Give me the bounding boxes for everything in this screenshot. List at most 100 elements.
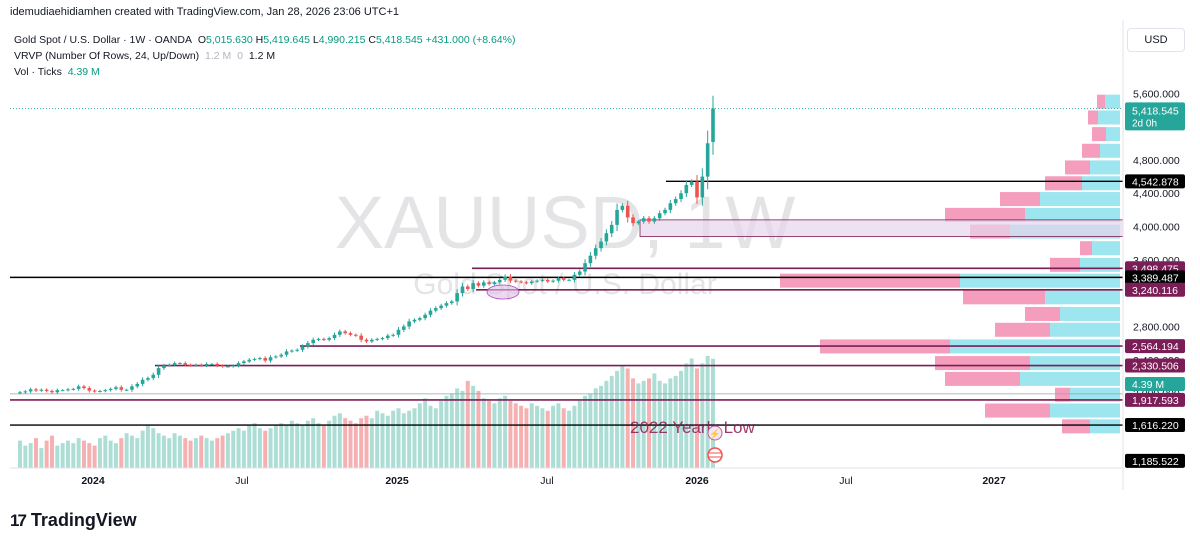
volume-bar [247,425,252,468]
candle-body [322,338,326,340]
level-tag: 3,240.116 [1132,285,1178,297]
volume-bar [535,405,540,468]
volume-bar [268,428,273,468]
volume-bar [71,443,76,468]
candle-body [556,278,561,281]
candle-body [412,319,417,322]
time-axis[interactable]: 2024 Jul 2025 Jul 2026 Jul 2027 [10,467,1123,487]
candle-body [354,334,358,336]
volume-bar [55,445,60,468]
legend-volume[interactable]: Vol · Ticks [14,66,62,78]
volume-profile-down [1055,387,1070,402]
volume-bar [631,378,636,468]
candle-body [380,338,385,340]
legend-high-label: H [255,34,264,46]
volume-profile-up [1045,290,1120,305]
candle-body [348,333,353,335]
volume-bar [417,403,422,468]
candle-body [599,241,603,249]
candle-body [615,209,619,225]
volume-profile-down [1092,127,1106,142]
volume-bar [679,370,684,468]
candle-body [60,390,65,392]
volume-bar [49,435,54,468]
time-tick: Jul [235,475,248,487]
volume-bar [428,405,433,468]
volume-bar [444,395,449,468]
volume-profile-down [1080,241,1092,256]
volume-bar [705,356,710,468]
volume-bar [343,418,348,468]
candle-body [545,279,550,282]
candle-body [434,308,438,311]
chart-caption: idemudiaehidiamhen created with TradingV… [10,6,400,18]
legend-close: 5,418.545 [375,34,423,46]
volume-bar [593,388,598,468]
volume-bar [145,425,150,468]
volume-bar [124,433,129,468]
volume-bar [673,375,678,468]
volume-bar [60,443,65,468]
volume-bar [199,435,204,468]
candle-body [295,349,299,351]
volume-bar [545,410,550,468]
candle-body [625,205,630,218]
candle-body [279,354,284,357]
candle-body [396,329,401,335]
candle-body [604,233,609,242]
candle-body [215,363,220,366]
volume-bar [81,440,86,468]
candle-body [535,280,539,282]
legend-vrvp-row[interactable]: VRVP (Number Of Rows, 24, Up/Down) 1.2 M… [14,48,515,64]
zone [639,219,1124,237]
volume-profile-down [1025,306,1060,321]
volume-bar [129,435,134,468]
legend-vrvp[interactable]: VRVP (Number Of Rows, 24, Up/Down) [14,50,200,62]
candle-body [268,357,273,361]
volume-profile-down [1082,143,1100,158]
candle-body [668,203,673,210]
volume-bar [353,423,358,468]
volume-profile-down [935,356,1030,371]
level-tag-bg [1125,453,1185,468]
legend-symbol[interactable]: Gold Spot / U.S. Dollar · 1W · OANDA [14,34,192,46]
currency-button[interactable]: USD [1127,28,1185,52]
candle-body [503,276,507,280]
candle-body [151,374,156,379]
candle-body [194,364,198,366]
candle-body [114,387,118,389]
candle-body [402,326,406,330]
volume-tag: 4.39 M [1132,379,1164,391]
highlight-ellipse [486,284,520,300]
volume-bar [551,405,556,468]
volume-bar [119,438,124,468]
legend-close-label: C [368,34,376,46]
candle-body [529,281,534,284]
volume-profile-up [1050,322,1120,337]
candle-body [172,363,177,365]
legend-ohlc-row[interactable]: Gold Spot / U.S. Dollar · 1W · OANDA O5,… [14,32,515,48]
volume-profile-up [1025,207,1120,222]
level-tag-bg [1125,282,1185,297]
tradingview-logo-icon: 17 [10,510,27,530]
volume-bar [524,408,529,468]
volume-profile-up [1105,94,1120,109]
volume-bar [684,363,689,468]
candle-body [87,388,92,391]
volume-bars [18,356,715,468]
volume-bar [529,403,534,468]
legend-volume-row[interactable]: Vol · Ticks 4.39 M [14,64,515,80]
price-tick: 5,600.000 [1133,88,1180,100]
volume-bar [460,390,465,468]
candle-body [524,282,529,284]
candle-body [508,276,513,281]
volume-profile-down [1045,176,1082,191]
volume-bar [97,438,102,468]
volume-bar [225,433,230,468]
legend-vrvp-value-1: 1.2 M [205,50,232,62]
candle-body [332,334,337,339]
level-tag: 1,185.522 [1132,456,1179,468]
candle-body [156,368,161,375]
legend-open: 5,015.630 [205,34,253,46]
